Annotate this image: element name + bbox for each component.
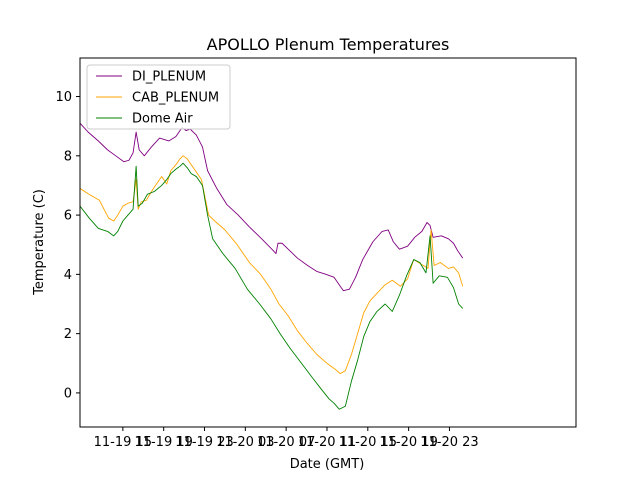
legend: DI_PLENUM CAB_PLENUM Dome Air: [86, 64, 231, 130]
x-tick-label: 11-20 03: [216, 435, 274, 450]
x-tick-label: 11-20 11: [298, 435, 356, 450]
y-tick-label: 4: [64, 268, 72, 283]
y-tick-label: 0: [64, 386, 72, 401]
series-line-di-plenum: [80, 122, 464, 292]
legend-label: CAB_PLENUM: [132, 91, 219, 106]
x-tick-label: 11-20 23: [420, 435, 478, 450]
legend-label: DI_PLENUM: [132, 70, 206, 85]
y-axis-label: Temperature (C): [32, 189, 47, 296]
series-line-dome-air: [80, 162, 464, 410]
y-tick-label: 8: [64, 149, 72, 164]
x-tick-label: 11-19 15: [94, 435, 152, 450]
x-tick-label: 11-19 23: [175, 435, 233, 450]
x-axis-label: Date (GMT): [290, 457, 365, 472]
chart-title: APOLLO Plenum Temperatures: [207, 35, 450, 54]
y-tick-label: 6: [64, 209, 72, 224]
legend-box: [86, 64, 231, 130]
x-tick-label: 11-19 19: [134, 435, 192, 450]
y-tick-label: 2: [64, 327, 72, 342]
y-tick-label: 10: [55, 90, 72, 105]
x-tick-label: 11-20 19: [379, 435, 437, 450]
x-tick-label: 11-20 07: [257, 435, 315, 450]
x-tick-label: 11-20 15: [339, 435, 397, 450]
legend-label: Dome Air: [132, 112, 193, 127]
plot-frame: [79, 57, 577, 428]
